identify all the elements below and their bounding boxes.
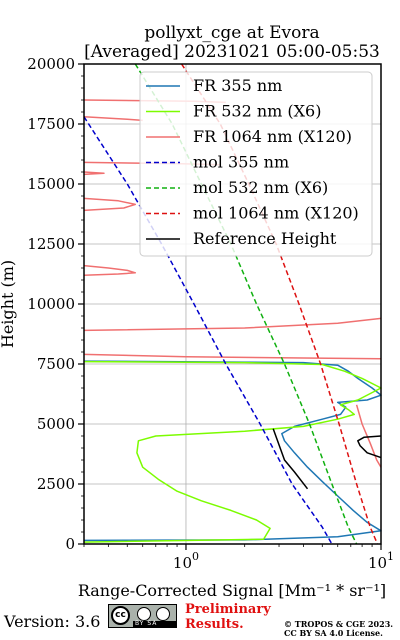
- person-icon: [137, 607, 151, 621]
- series-line-3: [83, 116, 333, 545]
- series-line-0: [83, 360, 382, 542]
- version-label: Version: 3.6: [4, 612, 101, 631]
- x-axis-label: Range-Corrected Signal [Mm⁻¹ * sr⁻¹]: [78, 581, 386, 600]
- legend-label-4: mol 532 nm (X6): [193, 178, 328, 197]
- x-axis: 100 101: [83, 544, 394, 572]
- copyright-line2: CC BY SA 4.0 License.: [284, 628, 383, 638]
- y-tick-label: 15000: [27, 175, 75, 193]
- footer: Version: 3.6 cc BY SA Preliminary Result…: [0, 600, 400, 640]
- y-tick-label: 12500: [27, 235, 75, 253]
- series-line-6: [272, 428, 382, 490]
- chart-subtitle: [Averaged] 20231021 05:00-05:53: [84, 42, 380, 62]
- legend-label-5: mol 1064 nm (X120): [193, 204, 359, 223]
- cc-strip-text: BY SA: [135, 620, 158, 627]
- legend-label-3: mol 355 nm: [193, 153, 289, 172]
- legend-box: [139, 71, 373, 257]
- preliminary-line1: Preliminary: [185, 602, 271, 617]
- y-tick-label: 17500: [27, 115, 75, 133]
- legend-label-1: FR 532 nm (X6): [193, 102, 321, 121]
- x-tick-label: 100: [173, 550, 199, 572]
- y-axis-label: Height (m): [0, 260, 17, 348]
- copyright-notice: © TROPOS & CGE 2023. CC BY SA 4.0 Licens…: [284, 620, 393, 638]
- x-tick-exponent: 1: [387, 550, 394, 563]
- legend: FR 355 nm FR 532 nm (X6) FR 1064 nm (X120)…: [139, 71, 373, 257]
- y-tick-label: 10000: [27, 295, 75, 313]
- copyright-line1: © TROPOS & CGE 2023.: [284, 619, 394, 629]
- legend-label-0: FR 355 nm: [193, 76, 282, 95]
- profile-chart: pollyxt_cge at Evora [Averaged] 20231021…: [0, 23, 394, 600]
- y-tick-label: 5000: [37, 415, 75, 433]
- y-tick-label: 20000: [27, 55, 75, 73]
- y-tick-label: 7500: [37, 355, 75, 373]
- chart-title: pollyxt_cge at Evora: [144, 23, 319, 43]
- series-line-1: [83, 360, 382, 543]
- x-tick-exponent: 0: [192, 550, 199, 563]
- legend-label-6: Reference Height: [193, 229, 337, 248]
- cc-strip: [133, 621, 176, 627]
- preliminary-notice: Preliminary Results.: [185, 602, 271, 632]
- x-tick-label: 101: [368, 550, 394, 572]
- preliminary-line2: Results.: [185, 617, 244, 632]
- legend-label-2: FR 1064 nm (X120): [193, 127, 352, 146]
- share-alike-icon: [156, 607, 170, 621]
- y-axis: 0 2500 5000 7500 10000 12500 15000 17500 20000: [27, 55, 84, 553]
- y-tick-label: 2500: [37, 475, 75, 493]
- cc-logo-icon: cc: [111, 606, 130, 625]
- y-tick-label: 0: [65, 535, 75, 553]
- cc-license-badge: cc BY SA: [108, 604, 177, 628]
